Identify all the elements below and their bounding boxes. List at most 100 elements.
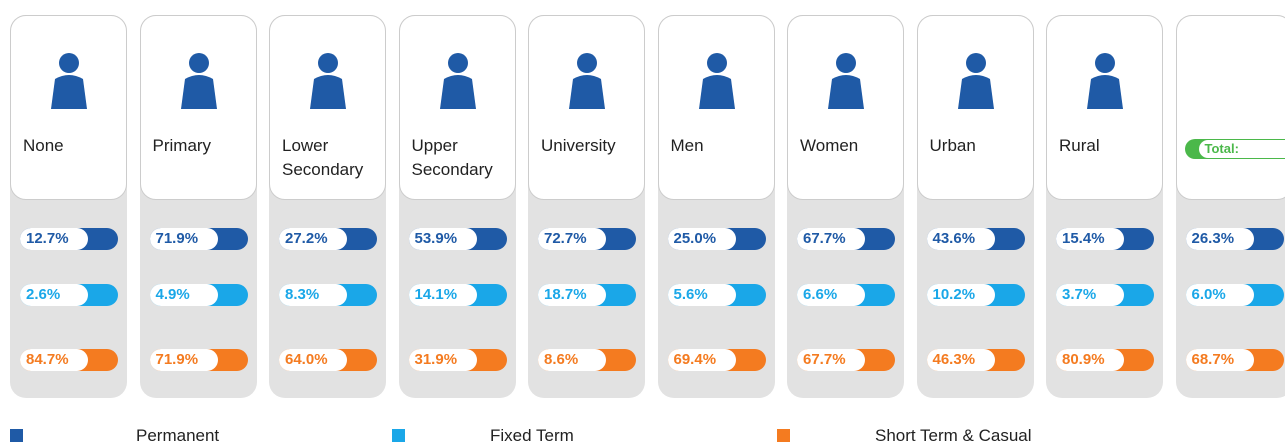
- group-label: Primary: [153, 134, 250, 158]
- group-icon: [171, 51, 227, 116]
- value-pill: 15.4%: [1056, 228, 1154, 250]
- value-label: 4.9%: [150, 284, 218, 306]
- card-header: Rural: [1046, 15, 1163, 200]
- group-card: Urban 43.6% 10.2% 46.3%: [917, 15, 1034, 398]
- value-label: 14.1%: [409, 284, 477, 306]
- value-label: 6.6%: [797, 284, 865, 306]
- value-pill: 71.9%: [150, 228, 248, 250]
- card-header: Lower Secondary: [269, 15, 386, 200]
- group-icon: [689, 51, 745, 116]
- group-label: Men: [671, 134, 768, 158]
- value-label: 10.2%: [927, 284, 995, 306]
- group-icon: [300, 51, 356, 116]
- group-icon: [559, 51, 615, 116]
- value-label: 69.4%: [668, 349, 736, 371]
- group-icon: [41, 51, 97, 116]
- value-pill: 68.7%: [1186, 349, 1284, 371]
- legend-swatch: [777, 429, 790, 442]
- value-pill: 64.0%: [279, 349, 377, 371]
- value-pill: 84.7%: [20, 349, 118, 371]
- value-label: 71.9%: [150, 228, 218, 250]
- value-pill: 3.7%: [1056, 284, 1154, 306]
- total-label: Total:: [1199, 140, 1285, 158]
- card-header: None: [10, 15, 127, 200]
- card-header: Men: [658, 15, 775, 200]
- group-card: Primary 71.9% 4.9% 71.9%: [140, 15, 257, 398]
- value-label: 15.4%: [1056, 228, 1124, 250]
- value-label: 67.7%: [797, 349, 865, 371]
- legend-label: Permanent: [136, 426, 219, 446]
- value-label: 5.6%: [668, 284, 736, 306]
- legend-swatch: [10, 429, 23, 442]
- value-pill: 10.2%: [927, 284, 1025, 306]
- card-header: Upper Secondary: [399, 15, 516, 200]
- value-pill: 4.9%: [150, 284, 248, 306]
- value-label: 31.9%: [409, 349, 477, 371]
- group-icon: [948, 51, 1004, 116]
- group-label: Urban: [930, 134, 1027, 158]
- group-label: Rural: [1059, 134, 1156, 158]
- value-label: 26.3%: [1186, 228, 1254, 250]
- value-pill: 46.3%: [927, 349, 1025, 371]
- group-label: None: [23, 134, 120, 158]
- legend-label: Fixed Term: [490, 426, 574, 446]
- value-label: 67.7%: [797, 228, 865, 250]
- value-pill: 6.6%: [797, 284, 895, 306]
- legend-swatch: [392, 429, 405, 442]
- card-header: Primary: [140, 15, 257, 200]
- value-label: 27.2%: [279, 228, 347, 250]
- value-pill: 14.1%: [409, 284, 507, 306]
- value-label: 18.7%: [538, 284, 606, 306]
- group-card: Women 67.7% 6.6% 67.7%: [787, 15, 904, 398]
- value-label: 43.6%: [927, 228, 995, 250]
- card-header: Urban: [917, 15, 1034, 200]
- legend-label: Short Term & Casual: [875, 426, 1032, 446]
- value-pill: 8.3%: [279, 284, 377, 306]
- group-card: University 72.7% 18.7% 8.6%: [528, 15, 645, 398]
- value-pill: 31.9%: [409, 349, 507, 371]
- value-pill: 26.3%: [1186, 228, 1284, 250]
- value-pill: 12.7%: [20, 228, 118, 250]
- group-card: Rural 15.4% 3.7% 80.9%: [1046, 15, 1163, 398]
- value-label: 64.0%: [279, 349, 347, 371]
- card-header: Total:: [1176, 15, 1285, 200]
- value-label: 46.3%: [927, 349, 995, 371]
- value-pill: 5.6%: [668, 284, 766, 306]
- group-icon: [818, 51, 874, 116]
- group-icon: [1077, 51, 1133, 116]
- group-label: Upper Secondary: [412, 134, 509, 182]
- value-pill: 53.9%: [409, 228, 507, 250]
- total-badge: Total:: [1185, 139, 1285, 159]
- value-pill: 80.9%: [1056, 349, 1154, 371]
- value-pill: 6.0%: [1186, 284, 1284, 306]
- group-card: Lower Secondary 27.2% 8.3% 64.0%: [269, 15, 386, 398]
- card-header: University: [528, 15, 645, 200]
- value-pill: 67.7%: [797, 228, 895, 250]
- value-pill: 72.7%: [538, 228, 636, 250]
- group-card: None 12.7% 2.6% 84.7%: [10, 15, 127, 398]
- value-pill: 25.0%: [668, 228, 766, 250]
- value-pill: 71.9%: [150, 349, 248, 371]
- group-icon: [430, 51, 486, 116]
- value-label: 2.6%: [20, 284, 88, 306]
- group-label: University: [541, 134, 638, 158]
- value-label: 68.7%: [1186, 349, 1254, 371]
- card-header: Women: [787, 15, 904, 200]
- value-label: 80.9%: [1056, 349, 1124, 371]
- value-pill: 18.7%: [538, 284, 636, 306]
- value-pill: 27.2%: [279, 228, 377, 250]
- value-label: 8.3%: [279, 284, 347, 306]
- value-label: 71.9%: [150, 349, 218, 371]
- value-pill: 67.7%: [797, 349, 895, 371]
- value-pill: 8.6%: [538, 349, 636, 371]
- value-label: 53.9%: [409, 228, 477, 250]
- group-card: Men 25.0% 5.6% 69.4%: [658, 15, 775, 398]
- value-pill: 2.6%: [20, 284, 118, 306]
- value-label: 12.7%: [20, 228, 88, 250]
- total-card: Total: 26.3% 6.0% 68.7%: [1176, 15, 1285, 398]
- group-label: Lower Secondary: [282, 134, 379, 182]
- value-label: 8.6%: [538, 349, 606, 371]
- value-label: 84.7%: [20, 349, 88, 371]
- value-label: 6.0%: [1186, 284, 1254, 306]
